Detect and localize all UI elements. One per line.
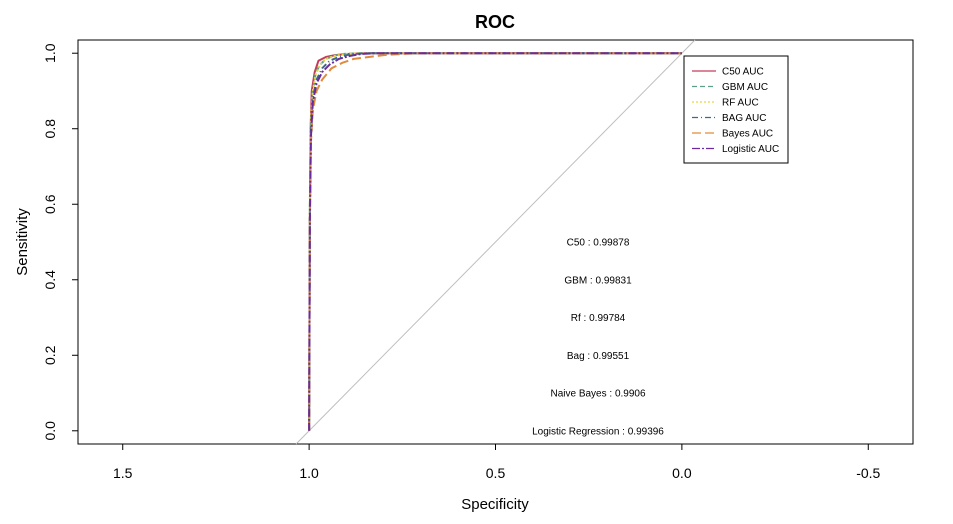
x-tick-label: -0.5 — [856, 465, 880, 481]
reference-diagonal-line — [295, 39, 696, 445]
auc-annotation: Rf : 0.99784 — [571, 313, 626, 324]
y-tick-label: 1.0 — [42, 43, 58, 63]
legend-label-c50-auc: C50 AUC — [722, 67, 764, 78]
legend-label-bag-auc: BAG AUC — [722, 113, 766, 124]
x-tick-label: 1.5 — [113, 465, 133, 481]
legend-label-rf-auc: RF AUC — [722, 98, 759, 109]
roc-curves — [308, 52, 682, 431]
auc-annotation: Logistic Regression : 0.99396 — [532, 426, 664, 437]
y-axis-label: Sensitivity — [14, 208, 31, 276]
x-tick-label: 0.0 — [672, 465, 692, 481]
y-tick-label: 0.8 — [42, 119, 58, 139]
y-axis: 0.0 0.2 0.4 0.6 0.8 1.0 — [42, 43, 79, 441]
reference-diagonal — [295, 39, 696, 445]
auc-annotation: GBM : 0.99831 — [564, 275, 632, 286]
x-axis: 1.5 1.0 0.5 0.0 -0.5 — [113, 443, 881, 481]
y-tick-label: 0.6 — [42, 194, 58, 214]
y-tick-label: 0.2 — [42, 345, 58, 365]
legend-label-bayes-auc: Bayes AUC — [722, 129, 773, 140]
x-tick-label: 1.0 — [299, 465, 319, 481]
legend-box — [683, 55, 789, 164]
y-tick-label: 0.0 — [42, 421, 58, 441]
legend-label-gbm-auc: GBM AUC — [722, 82, 768, 93]
auc-annotation: C50 : 0.99878 — [567, 238, 630, 249]
legend-label-logistic-auc: Logistic AUC — [722, 144, 779, 155]
auc-annotation: Bag : 0.99551 — [567, 351, 630, 362]
y-tick-label: 0.4 — [42, 270, 58, 290]
chart-title: ROC — [475, 12, 515, 32]
x-tick-label: 0.5 — [486, 465, 506, 481]
legend: C50 AUC GBM AUC RF AUC BAG AUC Bayes AUC Logi… — [683, 55, 789, 164]
auc-annotation: Naive Bayes : 0.9906 — [550, 389, 645, 400]
series-line-logistic-auc — [308, 52, 682, 431]
auc-annotations: C50 : 0.99878 GBM : 0.99831 Rf : 0.99784 Ba… — [532, 238, 664, 438]
series-line-bayes-auc — [308, 52, 682, 431]
x-axis-label: Specificity — [461, 496, 529, 513]
